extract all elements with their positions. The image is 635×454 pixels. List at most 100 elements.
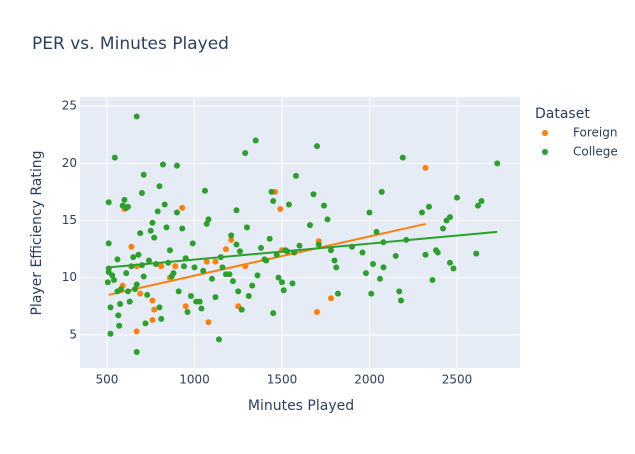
point xyxy=(324,216,331,223)
x-tick-label: 2000 xyxy=(354,373,385,387)
point xyxy=(285,201,292,208)
point xyxy=(137,290,144,297)
point xyxy=(179,225,186,232)
point xyxy=(373,228,380,235)
point xyxy=(425,203,432,210)
point xyxy=(135,251,142,258)
point xyxy=(142,320,149,327)
point xyxy=(140,273,147,280)
point xyxy=(184,308,191,315)
point xyxy=(331,257,338,264)
point xyxy=(380,264,387,271)
plot-area xyxy=(80,97,520,368)
point xyxy=(362,270,369,277)
point xyxy=(114,256,121,263)
point xyxy=(434,249,441,256)
point xyxy=(368,290,375,297)
point xyxy=(226,271,233,278)
point xyxy=(156,304,163,311)
point xyxy=(107,330,114,337)
point xyxy=(191,264,198,271)
point xyxy=(235,288,242,295)
point xyxy=(418,209,425,216)
point xyxy=(219,264,226,271)
point xyxy=(378,188,385,195)
point xyxy=(158,315,165,322)
point xyxy=(429,276,436,283)
point xyxy=(359,249,366,256)
point xyxy=(243,224,250,231)
point xyxy=(273,251,280,258)
point xyxy=(124,288,131,295)
point xyxy=(292,172,299,179)
point xyxy=(116,322,123,329)
trend-line xyxy=(108,230,498,269)
y-tick-label: 15 xyxy=(62,213,77,227)
point xyxy=(310,191,317,198)
point xyxy=(137,230,144,237)
point xyxy=(128,243,135,250)
point xyxy=(245,292,252,299)
point xyxy=(453,194,460,201)
point xyxy=(159,161,166,168)
point xyxy=(233,241,240,248)
point xyxy=(173,209,180,216)
point xyxy=(149,316,156,323)
point xyxy=(130,254,137,261)
point xyxy=(109,272,116,279)
point xyxy=(257,244,264,251)
point xyxy=(249,282,256,289)
point xyxy=(212,294,219,301)
point xyxy=(104,279,111,286)
point xyxy=(242,150,249,157)
point xyxy=(366,209,373,216)
point xyxy=(277,206,284,213)
point xyxy=(212,258,219,265)
point xyxy=(238,306,245,313)
point xyxy=(140,171,147,178)
point xyxy=(133,328,140,335)
point xyxy=(278,279,285,286)
point xyxy=(107,304,114,311)
point xyxy=(110,276,117,283)
point xyxy=(450,265,457,272)
point xyxy=(422,164,429,171)
point xyxy=(179,204,186,211)
point xyxy=(198,305,205,312)
point xyxy=(151,306,158,313)
y-tick-label: 25 xyxy=(62,99,77,113)
x-tick-label: 2500 xyxy=(442,373,473,387)
point xyxy=(327,247,334,254)
point xyxy=(149,297,156,304)
point xyxy=(180,263,187,270)
y-tick-label: 10 xyxy=(62,270,77,284)
point xyxy=(263,257,270,264)
point xyxy=(474,202,481,209)
point xyxy=(151,234,158,241)
x-axis-title: Minutes Played xyxy=(248,398,354,414)
point xyxy=(170,270,177,277)
point xyxy=(205,216,212,223)
point xyxy=(115,312,122,319)
point xyxy=(111,154,118,161)
point xyxy=(133,281,140,288)
point xyxy=(236,248,243,255)
y-tick-label: 5 xyxy=(69,327,77,341)
point xyxy=(205,319,212,326)
point xyxy=(327,295,334,302)
point xyxy=(208,275,215,282)
point xyxy=(289,280,296,287)
point xyxy=(397,297,404,304)
point xyxy=(189,240,196,247)
point xyxy=(446,259,453,266)
point xyxy=(117,300,124,307)
point xyxy=(105,240,112,247)
point xyxy=(306,222,313,229)
point xyxy=(446,214,453,221)
point xyxy=(399,154,406,161)
point xyxy=(296,242,303,249)
point xyxy=(133,113,140,120)
point xyxy=(268,188,275,195)
point xyxy=(133,348,140,355)
